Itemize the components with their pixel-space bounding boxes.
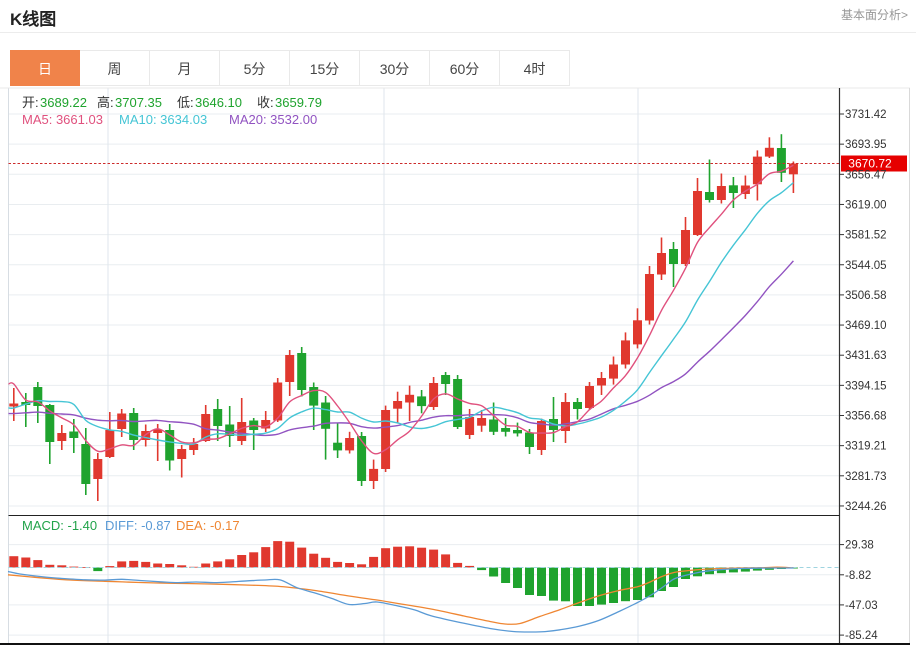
- svg-text:3693.95: 3693.95: [845, 139, 887, 151]
- svg-text:3394.15: 3394.15: [845, 380, 887, 392]
- svg-text:DIFF: -0.87: DIFF: -0.87: [105, 518, 171, 533]
- svg-text:3431.63: 3431.63: [845, 350, 887, 362]
- svg-text:MA20: 3532.00: MA20: 3532.00: [229, 112, 317, 127]
- svg-text:-85.24: -85.24: [845, 630, 878, 642]
- svg-text:高:: 高:: [97, 95, 114, 110]
- svg-text:3544.05: 3544.05: [845, 260, 887, 272]
- svg-text:3356.68: 3356.68: [845, 411, 887, 423]
- svg-text:收:: 收:: [257, 95, 274, 110]
- svg-text:3244.26: 3244.26: [845, 501, 887, 513]
- svg-text:3707.35: 3707.35: [115, 95, 162, 110]
- svg-text:MA10: 3634.03: MA10: 3634.03: [119, 112, 207, 127]
- svg-text:MA5: 3661.03: MA5: 3661.03: [22, 112, 103, 127]
- svg-text:29.38: 29.38: [845, 540, 874, 552]
- svg-text:-47.03: -47.03: [845, 600, 878, 612]
- svg-text:3689.22: 3689.22: [40, 95, 87, 110]
- svg-text:MACD: -1.40: MACD: -1.40: [22, 518, 97, 533]
- svg-text:3659.79: 3659.79: [275, 95, 322, 110]
- svg-text:低:: 低:: [177, 95, 194, 110]
- svg-text:3619.00: 3619.00: [845, 199, 887, 211]
- svg-text:3656.47: 3656.47: [845, 169, 887, 181]
- svg-text:3281.73: 3281.73: [845, 471, 887, 483]
- svg-text:开:: 开:: [22, 95, 39, 110]
- svg-text:3731.42: 3731.42: [845, 109, 887, 121]
- svg-text:3319.21: 3319.21: [845, 441, 887, 453]
- svg-text:-8.82: -8.82: [845, 570, 871, 582]
- svg-text:3506.58: 3506.58: [845, 290, 887, 302]
- svg-text:3581.52: 3581.52: [845, 230, 887, 242]
- svg-text:3469.10: 3469.10: [845, 320, 887, 332]
- svg-text:3646.10: 3646.10: [195, 95, 242, 110]
- svg-text:DEA: -0.17: DEA: -0.17: [176, 518, 240, 533]
- svg-text:3670.72: 3670.72: [848, 157, 892, 171]
